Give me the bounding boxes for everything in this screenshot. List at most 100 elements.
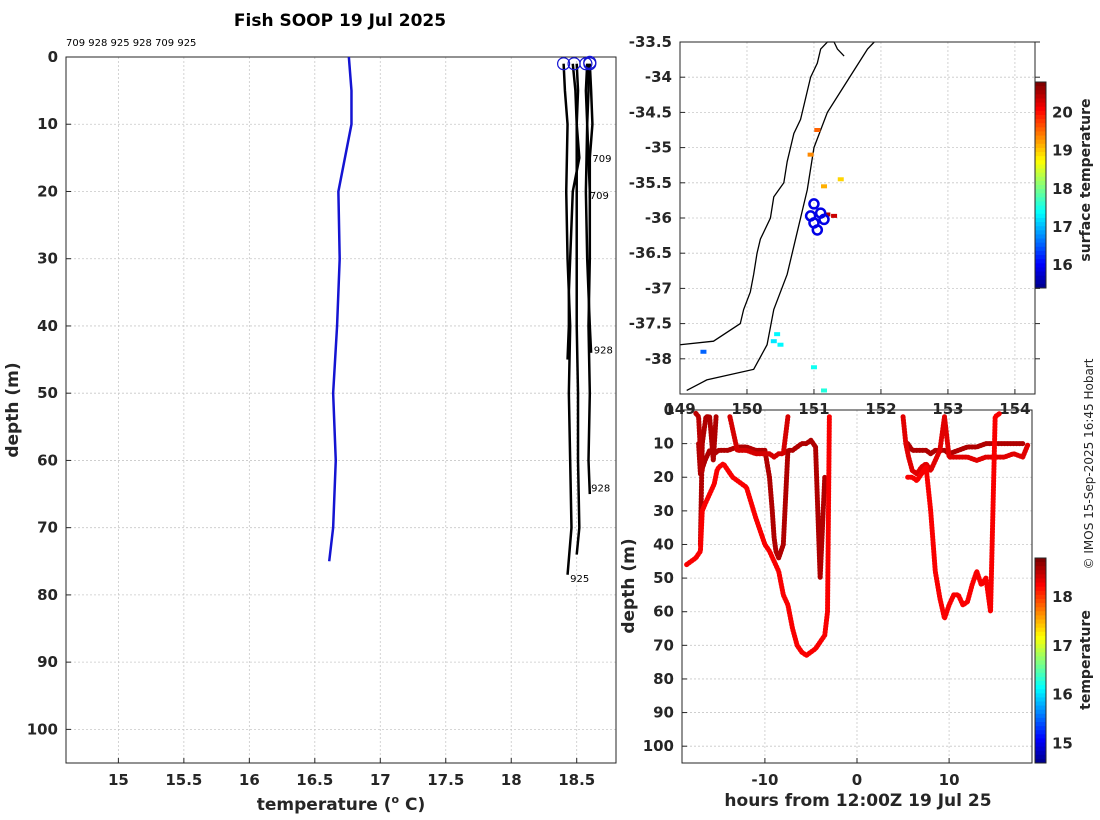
timedepth-colorbar-segment bbox=[1035, 594, 1046, 600]
map-colorbar-label: surface temperature bbox=[1078, 98, 1094, 261]
profile-xtick-label: 17.5 bbox=[427, 771, 464, 789]
timedepth-xlabel: hours from 12:00Z 19 Jul 25 bbox=[724, 791, 991, 811]
map-colorbar-tick-label: 20 bbox=[1052, 104, 1073, 122]
timedepth-colorbar-segment bbox=[1035, 722, 1046, 727]
profile-xtick-label: 17 bbox=[370, 771, 391, 789]
profile-ytick-label: 40 bbox=[37, 317, 58, 335]
map-colorbar: 16 17 18 19 20 bbox=[1034, 81, 1073, 289]
profile-ytick-label: 30 bbox=[37, 250, 58, 268]
map-colorbar-segment bbox=[1035, 234, 1046, 240]
profile-end-label: 709 bbox=[592, 154, 611, 165]
map-colorbar-tick-label: 16 bbox=[1052, 256, 1073, 274]
map-obs-point bbox=[777, 342, 784, 347]
timedepth-ylabel: depth (m) bbox=[619, 538, 639, 633]
map-xtick-label: 154 bbox=[999, 400, 1030, 418]
map-ytick-label: -35.5 bbox=[629, 174, 672, 192]
timedepth-colorbar-segment bbox=[1035, 574, 1046, 579]
timedepth-colorbar-segment bbox=[1035, 697, 1046, 702]
map-colorbar-segment bbox=[1035, 242, 1046, 248]
map-panel: 149 150 151 152 153 154 -33.5 -34 -34.5 -35 -35.5 -… bbox=[629, 33, 1094, 418]
profile-ytick-label: 20 bbox=[37, 182, 58, 200]
timedepth-colorbar-segment bbox=[1035, 750, 1046, 756]
profile-end-label: 709 bbox=[590, 191, 609, 202]
map-colorbar-segment bbox=[1035, 152, 1046, 157]
timedepth-colorbar-segment bbox=[1035, 709, 1046, 715]
map-colorbar-segment bbox=[1035, 230, 1046, 235]
timedepth-colorbar-segment bbox=[1035, 746, 1046, 752]
profile-axes-box bbox=[65, 56, 617, 764]
map-colorbar-segment bbox=[1035, 267, 1046, 273]
profile-data: 709 709 928 928 925 bbox=[327, 55, 613, 585]
profile-ytick-label: 10 bbox=[37, 115, 58, 133]
timedepth-colorbar-segment bbox=[1035, 619, 1046, 625]
profile-ytick-label: 80 bbox=[37, 586, 58, 604]
map-ytick-label: -37 bbox=[645, 279, 672, 297]
profile-xlabel: temperature (o C) bbox=[257, 793, 426, 815]
map-colorbar-segment bbox=[1035, 90, 1046, 95]
map-obs-point bbox=[770, 339, 777, 344]
map-colorbar-segment bbox=[1035, 123, 1046, 128]
timedepth-xtick-label: -10 bbox=[751, 771, 778, 789]
timedepth-ytick-label: 70 bbox=[653, 636, 674, 654]
timedepth-colorbar-segment bbox=[1035, 660, 1046, 666]
timedepth-colorbar-segment bbox=[1035, 726, 1046, 731]
map-ytick-label: -36.5 bbox=[629, 244, 672, 262]
map-colorbar-segment bbox=[1035, 283, 1046, 289]
map-colorbar-segment bbox=[1035, 263, 1046, 268]
timedepth-track bbox=[696, 437, 828, 581]
timedepth-ytick-label: 40 bbox=[653, 535, 674, 553]
map-colorbar-segment bbox=[1035, 205, 1046, 211]
profile-end-label: 928 bbox=[591, 483, 610, 494]
map-colorbar-segment bbox=[1035, 164, 1046, 170]
map-station-marker bbox=[808, 198, 820, 210]
map-obs-point bbox=[814, 128, 821, 132]
profile-panel: 709 709 928 928 925 15 15.5 16 16.5 17 17.5 18 18.5… bbox=[3, 38, 617, 815]
map-colorbar-segment bbox=[1035, 217, 1046, 223]
map-ytick-label: -33.5 bbox=[629, 33, 672, 51]
timedepth-colorbar-segment bbox=[1035, 599, 1046, 604]
map-obs-point bbox=[810, 365, 817, 370]
profile-xtick-label: 18 bbox=[501, 771, 522, 789]
timedepth-colorbar-segment bbox=[1035, 676, 1046, 682]
timedepth-colorbar-segment bbox=[1035, 693, 1046, 698]
map-colorbar-segment bbox=[1035, 127, 1046, 132]
timedepth-colorbar-segment bbox=[1035, 566, 1046, 571]
map-colorbar-segment bbox=[1035, 139, 1046, 145]
profile-line-925 bbox=[575, 63, 581, 555]
timedepth-colorbar-segment bbox=[1035, 627, 1046, 633]
timedepth-colorbar-tick-label: 18 bbox=[1052, 588, 1073, 606]
climatology-line bbox=[327, 56, 353, 562]
map-colorbar-segment bbox=[1035, 94, 1046, 99]
timedepth-colorbar-segment bbox=[1035, 578, 1046, 584]
timedepth-colorbar-segment bbox=[1035, 681, 1046, 686]
copyright-text: © IMOS 15-Sep-2025 16:45 Hobart bbox=[1082, 358, 1096, 569]
map-ytick-label: -34.5 bbox=[629, 103, 672, 121]
map-colorbar-segment bbox=[1035, 143, 1046, 149]
map-colorbar-segment bbox=[1035, 106, 1046, 112]
timedepth-colorbar-segment bbox=[1035, 640, 1046, 645]
profile-ytick-label: 50 bbox=[37, 384, 58, 402]
timedepth-colorbar-segment bbox=[1035, 631, 1046, 637]
timedepth-ytick-label: 100 bbox=[643, 737, 674, 755]
map-grid bbox=[679, 41, 1035, 394]
map-xtick-label: 152 bbox=[865, 400, 896, 418]
map-colorbar-segment bbox=[1035, 110, 1046, 116]
map-colorbar-segment bbox=[1035, 176, 1046, 182]
timedepth-data bbox=[684, 410, 1031, 658]
profile-xtick-label: 16.5 bbox=[296, 771, 333, 789]
timedepth-track bbox=[905, 441, 1026, 457]
map-xtick-label: 150 bbox=[731, 400, 762, 418]
timedepth-colorbar-segment bbox=[1035, 758, 1046, 764]
map-colorbar-segment bbox=[1035, 98, 1046, 104]
profile-ylabel: depth (m) bbox=[3, 362, 23, 457]
map-obs-point bbox=[807, 152, 814, 157]
map-colorbar-segment bbox=[1035, 255, 1046, 260]
timedepth-colorbar-segment bbox=[1035, 652, 1046, 657]
map-ytick-label: -35 bbox=[645, 139, 672, 157]
timedepth-colorbar-segment bbox=[1035, 717, 1046, 723]
timedepth-colorbar-segment bbox=[1035, 570, 1046, 575]
timedepth-colorbar-segment bbox=[1035, 648, 1046, 653]
timedepth-colorbar-segment bbox=[1035, 644, 1046, 649]
timedepth-track bbox=[727, 414, 791, 460]
